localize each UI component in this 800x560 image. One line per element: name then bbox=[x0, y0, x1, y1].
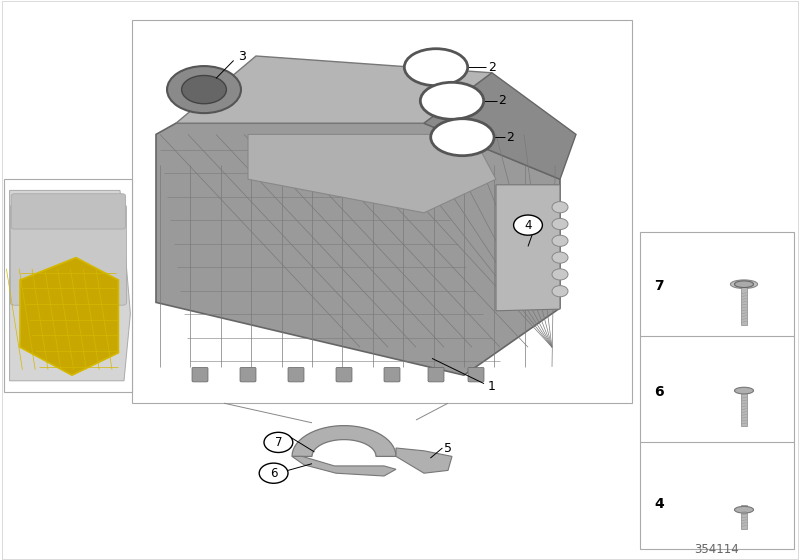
Polygon shape bbox=[156, 123, 560, 375]
Ellipse shape bbox=[429, 87, 475, 114]
Text: 4: 4 bbox=[654, 497, 664, 511]
Text: 2: 2 bbox=[506, 130, 514, 144]
FancyBboxPatch shape bbox=[742, 505, 746, 529]
Ellipse shape bbox=[420, 82, 484, 119]
Polygon shape bbox=[20, 258, 118, 375]
Text: 354114: 354114 bbox=[694, 543, 739, 556]
FancyBboxPatch shape bbox=[132, 20, 632, 403]
FancyBboxPatch shape bbox=[192, 367, 208, 382]
Ellipse shape bbox=[734, 388, 754, 394]
Circle shape bbox=[552, 235, 568, 246]
Ellipse shape bbox=[404, 49, 468, 86]
Text: 6: 6 bbox=[270, 466, 278, 480]
Text: 6: 6 bbox=[654, 385, 664, 399]
Text: 5: 5 bbox=[444, 441, 452, 455]
Text: 7: 7 bbox=[274, 436, 282, 449]
FancyBboxPatch shape bbox=[742, 287, 746, 325]
FancyBboxPatch shape bbox=[742, 393, 746, 426]
Ellipse shape bbox=[734, 506, 754, 513]
FancyBboxPatch shape bbox=[11, 194, 126, 229]
Polygon shape bbox=[424, 73, 576, 179]
Circle shape bbox=[552, 269, 568, 280]
Ellipse shape bbox=[730, 280, 758, 288]
Text: 2: 2 bbox=[488, 60, 496, 74]
FancyBboxPatch shape bbox=[10, 204, 126, 305]
Circle shape bbox=[552, 252, 568, 263]
Polygon shape bbox=[292, 426, 396, 456]
FancyBboxPatch shape bbox=[336, 367, 352, 382]
Polygon shape bbox=[396, 448, 452, 473]
Ellipse shape bbox=[439, 124, 486, 151]
FancyBboxPatch shape bbox=[468, 367, 484, 382]
Circle shape bbox=[552, 202, 568, 213]
Polygon shape bbox=[292, 456, 396, 476]
FancyBboxPatch shape bbox=[4, 179, 132, 392]
Text: 1: 1 bbox=[488, 380, 496, 393]
FancyBboxPatch shape bbox=[384, 367, 400, 382]
Text: 7: 7 bbox=[654, 279, 664, 293]
FancyBboxPatch shape bbox=[240, 367, 256, 382]
Circle shape bbox=[264, 432, 293, 452]
Circle shape bbox=[552, 218, 568, 230]
Text: 2: 2 bbox=[498, 94, 506, 108]
Ellipse shape bbox=[167, 66, 241, 113]
Text: 4: 4 bbox=[524, 218, 532, 232]
Ellipse shape bbox=[182, 76, 226, 104]
Ellipse shape bbox=[430, 119, 494, 156]
Circle shape bbox=[259, 463, 288, 483]
Polygon shape bbox=[496, 185, 560, 311]
Polygon shape bbox=[176, 56, 492, 123]
Ellipse shape bbox=[413, 54, 459, 81]
FancyBboxPatch shape bbox=[428, 367, 444, 382]
Polygon shape bbox=[248, 134, 496, 213]
Ellipse shape bbox=[734, 281, 754, 287]
Polygon shape bbox=[10, 190, 130, 381]
Circle shape bbox=[552, 286, 568, 297]
FancyBboxPatch shape bbox=[640, 232, 794, 549]
Text: 3: 3 bbox=[238, 49, 246, 63]
FancyBboxPatch shape bbox=[288, 367, 304, 382]
Circle shape bbox=[514, 215, 542, 235]
